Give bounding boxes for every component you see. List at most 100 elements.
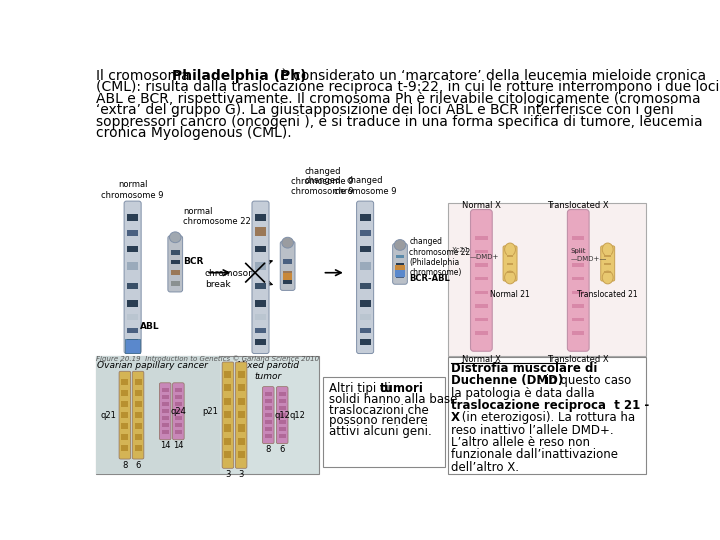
Bar bbox=[265, 406, 271, 410]
Text: traslocazioni che: traslocazioni che bbox=[329, 403, 428, 416]
Bar bbox=[475, 264, 487, 267]
Bar bbox=[238, 384, 245, 392]
Text: q21: q21 bbox=[101, 410, 117, 420]
Bar bbox=[175, 388, 182, 392]
Bar bbox=[135, 390, 142, 396]
Bar bbox=[360, 284, 371, 289]
Text: (in eterozigosi). La rottura ha: (in eterozigosi). La rottura ha bbox=[458, 411, 635, 424]
Bar bbox=[175, 409, 182, 413]
Bar bbox=[171, 270, 179, 275]
Bar bbox=[171, 260, 179, 264]
Text: Normal X: Normal X bbox=[462, 200, 501, 210]
Bar bbox=[475, 304, 487, 307]
Bar bbox=[225, 397, 231, 405]
Text: Normal X: Normal X bbox=[462, 355, 501, 364]
Bar bbox=[238, 371, 245, 378]
Ellipse shape bbox=[505, 271, 516, 284]
Bar bbox=[572, 277, 585, 280]
Text: BCR-ABL: BCR-ABL bbox=[409, 274, 450, 284]
Bar bbox=[238, 451, 245, 458]
Text: Il cromosoma: Il cromosoma bbox=[96, 69, 194, 83]
Ellipse shape bbox=[282, 237, 294, 248]
FancyBboxPatch shape bbox=[567, 210, 589, 351]
Bar bbox=[507, 253, 513, 273]
Text: Mixed parotid
tumor: Mixed parotid tumor bbox=[238, 361, 300, 381]
Ellipse shape bbox=[394, 240, 406, 251]
Bar bbox=[175, 430, 182, 434]
Text: Translocated X: Translocated X bbox=[547, 355, 609, 364]
Bar bbox=[279, 420, 286, 424]
Bar bbox=[475, 291, 487, 294]
Text: (CML): risulta dalla traslocazione reciproca t-9:22, in cui le rotture interromp: (CML): risulta dalla traslocazione recip… bbox=[96, 80, 719, 94]
Text: q12: q12 bbox=[290, 410, 306, 420]
Text: changed
chromosome 9: changed chromosome 9 bbox=[292, 176, 354, 195]
Bar bbox=[323, 377, 445, 467]
Bar bbox=[279, 427, 286, 431]
Bar bbox=[255, 284, 266, 289]
Bar bbox=[395, 265, 405, 269]
Bar bbox=[475, 331, 487, 335]
FancyBboxPatch shape bbox=[222, 362, 234, 468]
Bar bbox=[171, 281, 179, 286]
Text: changed
chromosome 9: changed chromosome 9 bbox=[334, 176, 397, 195]
Text: normal
chromosome 22: normal chromosome 22 bbox=[183, 207, 251, 226]
Text: L’altro allele è reso non: L’altro allele è reso non bbox=[451, 436, 590, 449]
Bar bbox=[127, 339, 138, 345]
Text: 8: 8 bbox=[122, 461, 127, 470]
Bar bbox=[175, 395, 182, 399]
Bar bbox=[127, 214, 138, 221]
Bar bbox=[265, 392, 271, 396]
Bar bbox=[175, 423, 182, 427]
Bar bbox=[572, 331, 585, 335]
Bar bbox=[396, 255, 404, 259]
Text: la patologia è data dalla: la patologia è data dalla bbox=[451, 387, 595, 400]
Bar bbox=[162, 430, 168, 434]
Bar bbox=[255, 339, 266, 345]
Text: —DMD+—: —DMD+— bbox=[570, 256, 607, 262]
FancyBboxPatch shape bbox=[119, 372, 131, 459]
Bar bbox=[225, 384, 231, 392]
Text: Duchenne (DMD): Duchenne (DMD) bbox=[451, 374, 564, 387]
Bar bbox=[255, 214, 266, 221]
Bar bbox=[225, 438, 231, 445]
Bar bbox=[127, 246, 138, 252]
Bar bbox=[135, 401, 142, 407]
FancyBboxPatch shape bbox=[280, 241, 295, 291]
Bar bbox=[279, 413, 286, 417]
Bar bbox=[238, 438, 245, 445]
Text: solidi hanno alla base: solidi hanno alla base bbox=[329, 393, 457, 406]
Text: Normal 21: Normal 21 bbox=[490, 289, 530, 299]
Bar bbox=[238, 397, 245, 405]
Text: 8: 8 bbox=[266, 445, 271, 454]
Bar bbox=[171, 251, 179, 254]
Bar bbox=[572, 250, 585, 253]
FancyBboxPatch shape bbox=[600, 246, 615, 281]
Bar bbox=[360, 230, 371, 236]
Bar bbox=[475, 237, 487, 240]
Text: —DMD+: —DMD+ bbox=[469, 254, 499, 260]
Text: Split: Split bbox=[570, 248, 586, 254]
Bar bbox=[507, 263, 513, 266]
FancyBboxPatch shape bbox=[392, 244, 408, 284]
Text: Altri tipi di: Altri tipi di bbox=[329, 382, 395, 395]
Text: Translocated 21: Translocated 21 bbox=[577, 289, 638, 299]
Text: è considerato un ‘marcatore’ della leucemia mieloide cronica: è considerato un ‘marcatore’ della leuce… bbox=[276, 69, 706, 83]
FancyBboxPatch shape bbox=[356, 201, 374, 354]
Text: attivi alcuni geni.: attivi alcuni geni. bbox=[329, 425, 431, 438]
Bar bbox=[127, 262, 138, 270]
Text: 3: 3 bbox=[225, 470, 230, 479]
Bar bbox=[122, 401, 128, 407]
Text: possono rendere: possono rendere bbox=[329, 414, 428, 427]
Bar bbox=[162, 409, 168, 413]
Bar bbox=[122, 412, 128, 418]
Text: chromosomes
break: chromosomes break bbox=[204, 269, 268, 288]
Text: 3: 3 bbox=[238, 470, 244, 479]
Text: q12: q12 bbox=[274, 410, 290, 420]
Bar bbox=[175, 416, 182, 420]
Text: BCR: BCR bbox=[183, 256, 203, 266]
Text: changed
chromosome 22
(Philadelphia
chromosome): changed chromosome 22 (Philadelphia chro… bbox=[409, 237, 471, 278]
Ellipse shape bbox=[602, 243, 613, 256]
Text: Distrofia muscolare di: Distrofia muscolare di bbox=[451, 362, 598, 375]
Bar bbox=[360, 314, 371, 320]
Bar bbox=[135, 445, 142, 451]
